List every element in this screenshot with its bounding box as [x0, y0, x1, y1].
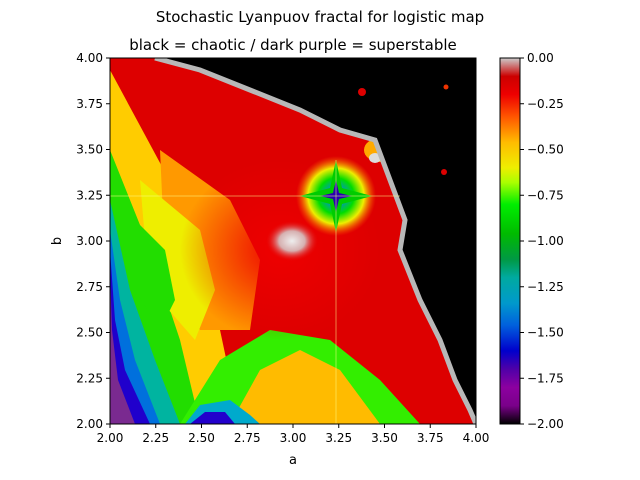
- y-tick-label: 2.00: [76, 417, 103, 431]
- heatmap-chaotic-region: [155, 58, 476, 424]
- colorbar-tick-label: −1.75: [527, 371, 564, 385]
- colorbar-tick-label: −0.25: [527, 97, 564, 111]
- colorbar-tick-label: 0.00: [527, 51, 554, 65]
- heatmap-bottom-blue: [190, 412, 235, 424]
- heatmap-secondary-bright: [369, 153, 381, 163]
- x-tick-label: 3.75: [417, 431, 444, 445]
- y-tick-label: 2.75: [76, 280, 103, 294]
- chart-subtitle: black = chaotic / dark purple = supersta…: [129, 36, 457, 54]
- colorbar-tick-label: −0.50: [527, 143, 564, 157]
- heatmap-band-indigo: [110, 250, 150, 424]
- y-tick-label: 3.50: [76, 143, 103, 157]
- x-tick-label: 3.25: [325, 431, 352, 445]
- colorbar-tick-label: −2.00: [527, 417, 564, 431]
- heatmap-yellow-arc: [140, 180, 215, 340]
- x-tick-label: 2.25: [142, 431, 169, 445]
- colorbar-axis: 0.00 −0.25 −0.50 −0.75 −1.00 −1.25 −1.50 −1.75 −…: [520, 51, 564, 431]
- x-axis-label: a: [289, 453, 297, 468]
- x-tick-label: 3.00: [280, 431, 307, 445]
- heatmap-island-2: [443, 84, 449, 90]
- colorbar-tick-label: −1.50: [527, 326, 564, 340]
- colorbar-tick-label: −1.25: [527, 280, 564, 294]
- x-tick-label: 3.50: [371, 431, 398, 445]
- x-tick-label: 4.00: [463, 431, 490, 445]
- y-axis-label: b: [50, 237, 65, 245]
- heatmap-bottom-yellow: [230, 350, 380, 424]
- y-tick-label: 2.25: [76, 371, 103, 385]
- x-tick-label: 2.50: [188, 431, 215, 445]
- colorbar-tick-label: −0.75: [527, 188, 564, 202]
- y-tick-label: 3.00: [76, 234, 103, 248]
- y-tick-label: 3.75: [76, 97, 103, 111]
- x-tick-label: 2.00: [97, 431, 124, 445]
- colorbar: [499, 57, 521, 425]
- y-axis: 2.00 2.25 2.50 2.75 3.00 3.25 3.50 3.75 4.00: [76, 51, 110, 431]
- heatmap-boundary-fringe: [154, 58, 476, 424]
- colorbar-tick-label: −1.00: [527, 234, 564, 248]
- chart-title: Stochastic Lyanpuov fractal for logistic…: [156, 8, 484, 26]
- heatmap-green-arc: [125, 210, 175, 330]
- y-tick-label: 4.00: [76, 51, 103, 65]
- heatmap-island-1: [358, 88, 366, 96]
- y-tick-label: 3.25: [76, 188, 103, 202]
- x-axis: 2.00 2.25 2.50 2.75 3.00 3.25 3.50 3.75 4.00: [97, 424, 490, 445]
- heatmap-bright-spot: [266, 221, 318, 261]
- x-tick-label: 2.75: [234, 431, 261, 445]
- heatmap-band-purple: [110, 270, 135, 424]
- y-tick-label: 2.50: [76, 326, 103, 340]
- heatmap: [110, 58, 476, 424]
- heatmap-island-3: [441, 169, 447, 175]
